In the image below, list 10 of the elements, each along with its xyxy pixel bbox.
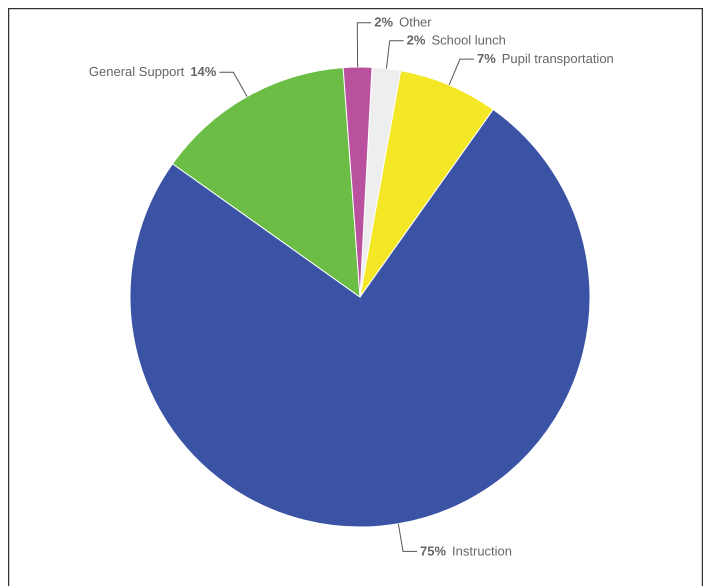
slice-label: School lunch: [431, 32, 506, 48]
data-label: 7%: [476, 51, 496, 66]
data-label: 2%: [406, 32, 426, 48]
data-label: 14%: [190, 64, 217, 80]
data-label: 2%: [374, 14, 394, 30]
slice-label: Pupil transportation: [502, 51, 614, 66]
slice-label: General Support: [88, 64, 185, 80]
data-label: 75%: [420, 543, 446, 558]
slice-label: Instruction: [452, 543, 512, 558]
slice-label: Other: [399, 14, 432, 30]
